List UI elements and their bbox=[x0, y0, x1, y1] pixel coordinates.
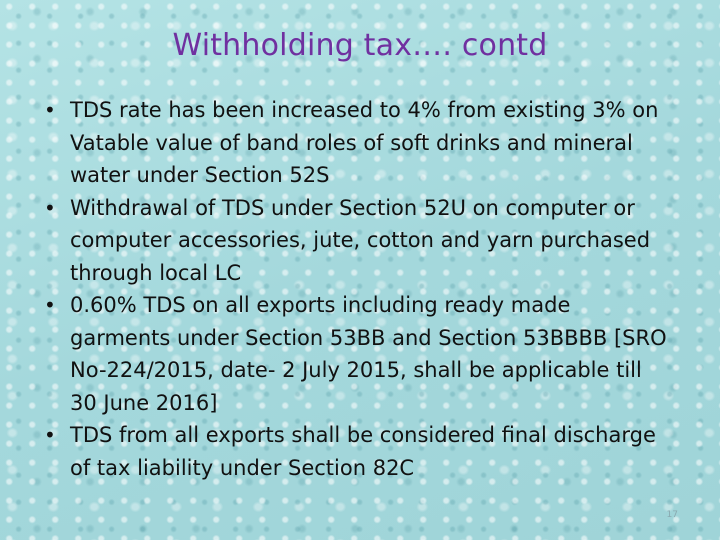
bullet-text: TDS rate has been increased to 4% from e… bbox=[70, 98, 659, 187]
bullet-text: Withdrawal of TDS under Section 52U on c… bbox=[70, 195, 651, 285]
bullet-item: • TDS rate has been increased to 4% from… bbox=[44, 94, 674, 192]
bullet-marker: • bbox=[44, 195, 56, 220]
slide-title: Withholding tax…. contd bbox=[172, 28, 548, 63]
page-number: 17 bbox=[666, 510, 678, 520]
bullet-marker: • bbox=[44, 293, 56, 317]
bullet-text: 0.60% TDS on all exports including ready… bbox=[70, 293, 667, 415]
bullet-item: • 0.60% TDS on all exports including rea… bbox=[44, 289, 674, 419]
bullet-text: TDS from all exports shall be considered… bbox=[70, 423, 656, 480]
bullet-item: • TDS from all exports shall be consider… bbox=[44, 419, 674, 484]
bullet-item: • Withdrawal of TDS under Section 52U on… bbox=[44, 192, 674, 290]
bullet-marker: • bbox=[44, 98, 56, 122]
bullet-marker: • bbox=[44, 423, 56, 447]
bullet-list: • TDS rate has been increased to 4% from… bbox=[44, 94, 674, 484]
